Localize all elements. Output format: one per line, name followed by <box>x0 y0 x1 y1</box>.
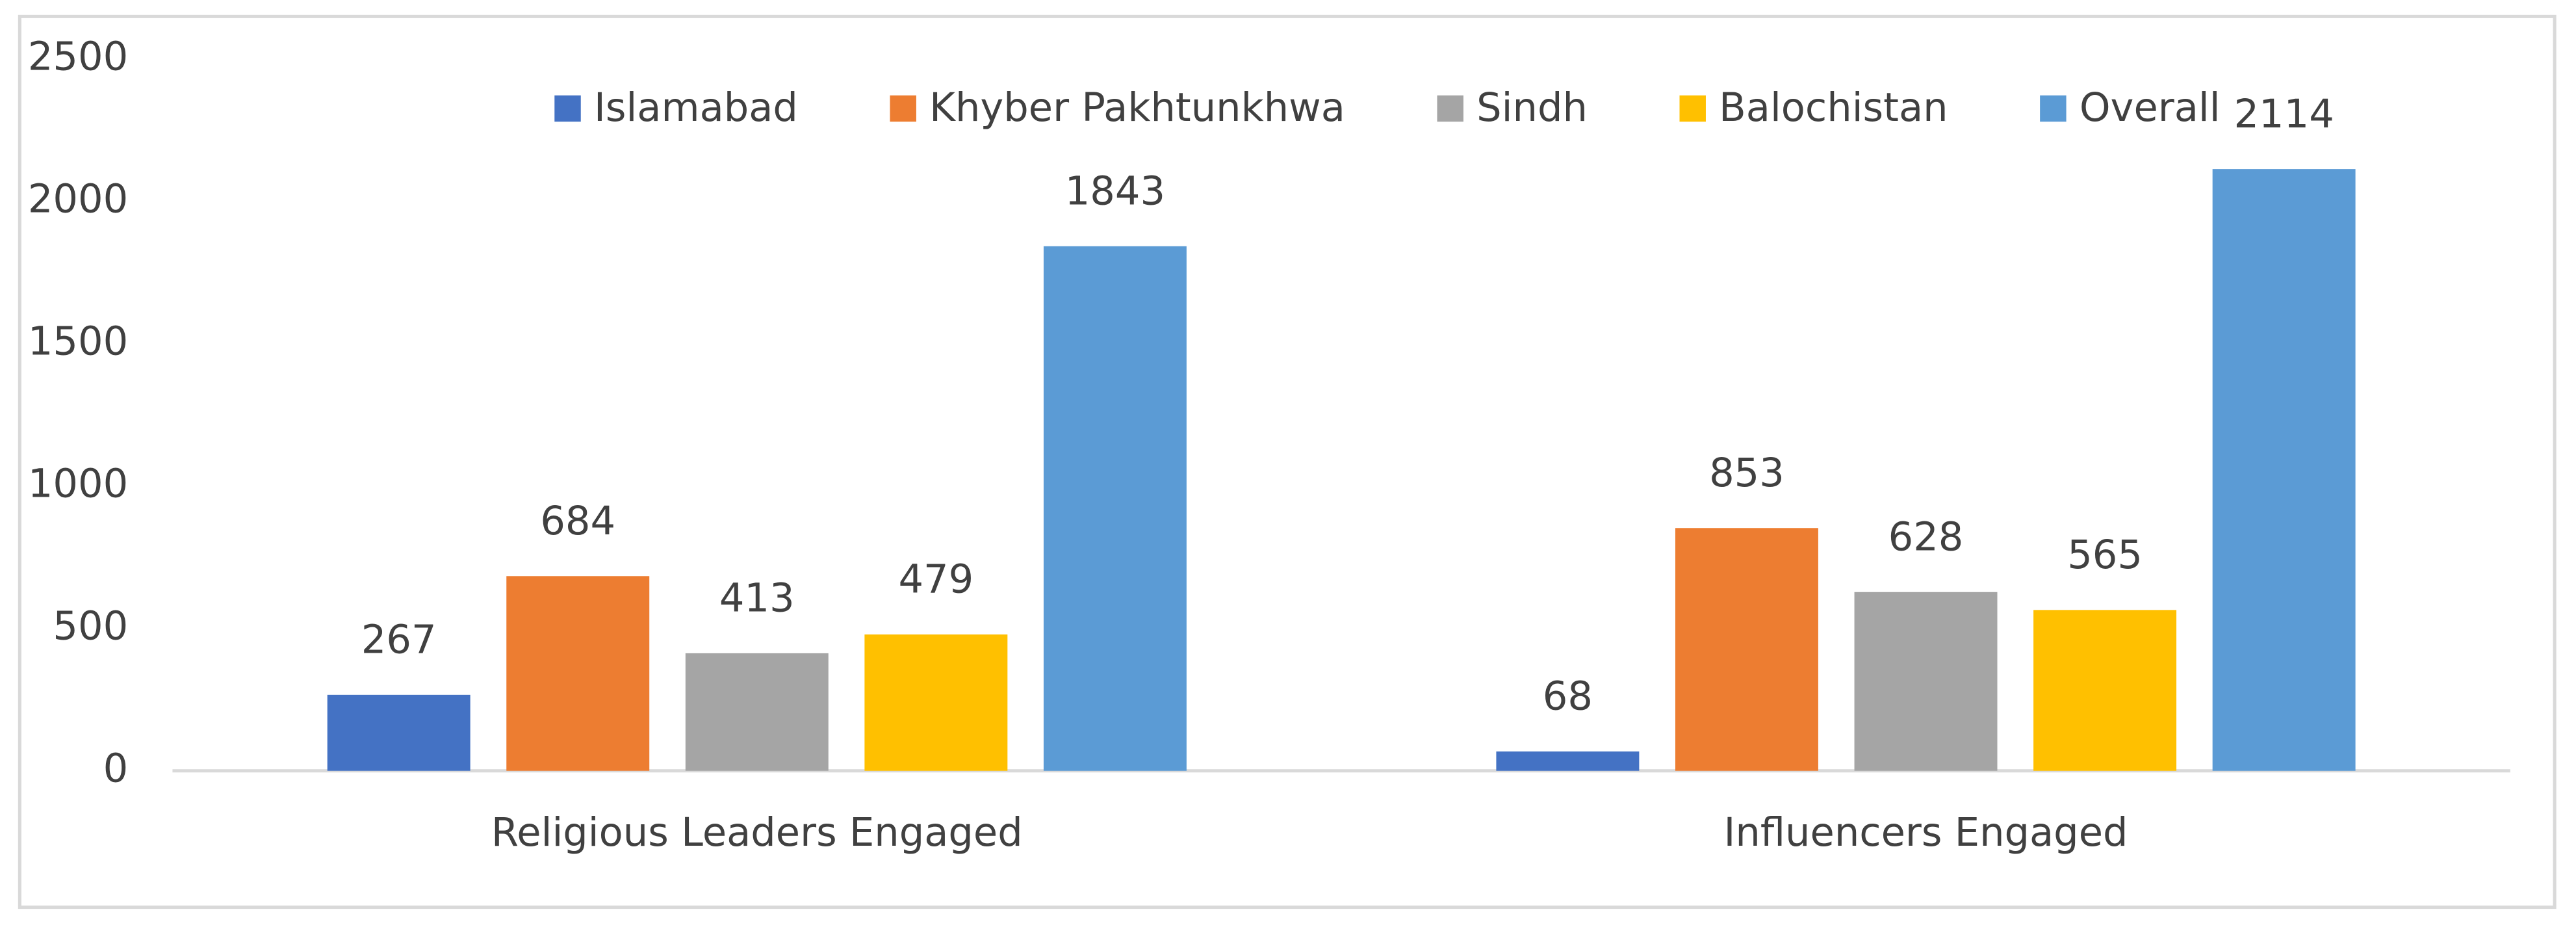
bar <box>2033 610 2177 771</box>
data-label: 853 <box>1709 450 1784 496</box>
data-label: 684 <box>540 499 615 544</box>
legend-swatch <box>554 95 581 122</box>
y-tick-label: 500 <box>53 603 128 649</box>
y-tick-label: 1500 <box>28 319 128 365</box>
bar <box>1854 592 1998 771</box>
data-label: 479 <box>898 557 973 603</box>
data-label: 1843 <box>1065 168 1165 214</box>
x-tick-label: Influencers Engaged <box>1724 810 2128 855</box>
data-label: 267 <box>361 618 437 663</box>
legend-label: Balochistan <box>1719 85 1948 131</box>
legend-label: Overall <box>2080 85 2221 131</box>
bar <box>685 653 829 771</box>
bar <box>506 576 650 771</box>
chart-frame <box>18 14 2557 909</box>
bar <box>1496 751 1640 771</box>
legend-swatch <box>1679 95 1706 122</box>
legend-label: Islamabad <box>594 85 798 131</box>
y-tick-label: 2000 <box>28 177 128 222</box>
y-tick-label: 0 <box>103 746 129 791</box>
legend-swatch <box>890 95 916 122</box>
bar <box>1043 246 1187 771</box>
x-tick-label: Religious Leaders Engaged <box>491 810 1023 855</box>
bar <box>2212 169 2356 771</box>
y-tick-label: 1000 <box>28 461 128 506</box>
legend-label: Khyber Pakhtunkhwa <box>929 85 1345 131</box>
y-tick-label: 2500 <box>28 34 128 80</box>
bar <box>1675 528 1818 771</box>
data-label: 628 <box>1888 514 1964 560</box>
data-label: 68 <box>1543 674 1593 720</box>
data-label: 413 <box>719 576 795 621</box>
bar <box>327 694 470 771</box>
data-label: 2114 <box>2234 92 2334 137</box>
legend-swatch <box>2040 95 2067 122</box>
data-label: 565 <box>2067 532 2143 578</box>
bar <box>864 634 1008 771</box>
legend-label: Sindh <box>1476 85 1588 131</box>
legend-swatch <box>1437 95 1463 122</box>
